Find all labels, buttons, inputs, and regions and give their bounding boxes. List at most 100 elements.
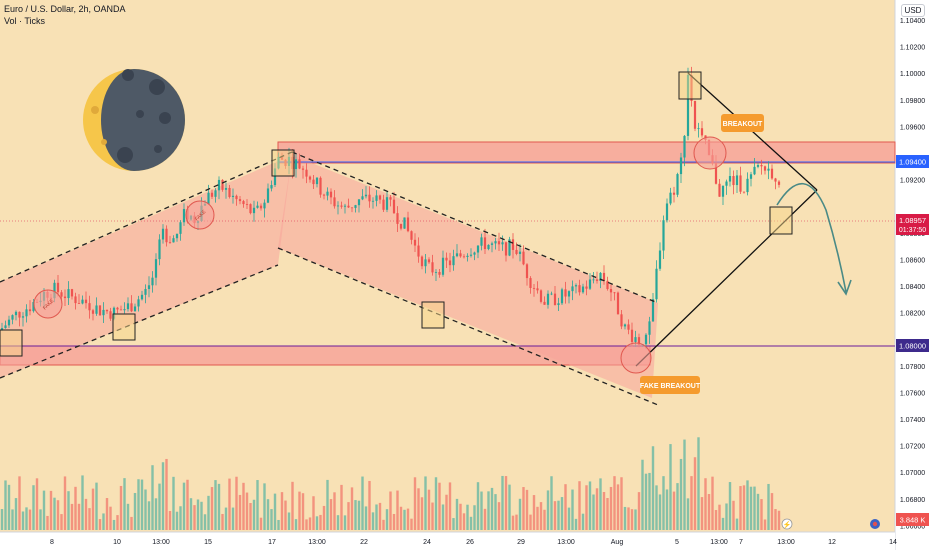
volume-bar	[550, 476, 553, 530]
candle-body	[385, 197, 389, 210]
volume-bar	[315, 516, 319, 530]
candle-body	[210, 192, 214, 197]
volume-bar	[658, 494, 662, 530]
volume-bar	[182, 482, 186, 530]
pivot-square-1[interactable]	[0, 329, 23, 357]
breakout-callout[interactable]	[721, 114, 764, 132]
volume-bar	[277, 519, 280, 530]
candle-body	[508, 239, 511, 256]
breakout-circle[interactable]	[693, 136, 727, 170]
volume-bar	[497, 502, 501, 530]
candle-body	[4, 325, 7, 329]
candle-body	[217, 179, 221, 191]
volume-bar	[459, 503, 462, 530]
candle-body	[476, 245, 480, 253]
volume-bar	[504, 476, 508, 530]
volume-bar	[368, 480, 371, 530]
lightning-icon[interactable]	[781, 518, 793, 530]
candle-body	[343, 205, 347, 207]
volume-bar	[25, 507, 28, 530]
volume-bar	[483, 508, 487, 530]
currency-button[interactable]: USD	[901, 4, 925, 17]
volume-bar	[406, 508, 410, 530]
candle-body	[21, 316, 25, 318]
candle-body	[620, 314, 623, 327]
candle-body	[546, 293, 550, 305]
candle-body	[137, 299, 140, 307]
pivot-square-5[interactable]	[678, 71, 702, 100]
fake-circle-mid[interactable]	[185, 200, 215, 230]
candle-body	[574, 285, 578, 287]
volume-bar	[424, 476, 427, 530]
candle-body	[644, 334, 648, 345]
volume-bar	[361, 476, 364, 530]
volume-bar	[599, 478, 602, 530]
pivot-square-3[interactable]	[271, 149, 295, 177]
volume-title: Vol · Ticks	[4, 16, 46, 26]
volume-bar	[746, 480, 749, 530]
time-tick-label: 24	[423, 539, 431, 546]
volume-bar	[644, 473, 648, 530]
volume-bar	[494, 494, 497, 530]
volume-bar	[557, 500, 560, 530]
volume-text: 3.848 K	[900, 516, 926, 525]
candle-body	[413, 239, 417, 246]
pivot-square-6[interactable]	[769, 206, 793, 235]
last-price-text: 1.08957	[899, 216, 926, 225]
volume-bar	[231, 507, 235, 530]
projection-arrow[interactable]	[776, 182, 847, 293]
candle-body	[326, 191, 329, 196]
resistance-zone[interactable]	[277, 141, 896, 164]
candle-body	[357, 199, 361, 206]
volume-bar	[140, 479, 144, 530]
candle-body	[637, 337, 641, 345]
volume-bars	[0, 437, 781, 530]
volume-bar	[588, 481, 592, 530]
candle-body	[676, 174, 679, 195]
candle-body	[305, 169, 308, 177]
descending-channel-upper[interactable]	[291, 151, 659, 304]
candle-body	[522, 251, 525, 265]
candle-body	[732, 176, 735, 186]
candle-body	[529, 278, 532, 288]
candle-body	[403, 217, 406, 229]
volume-bar	[462, 513, 466, 530]
volume-bar	[214, 480, 217, 530]
volume-bar	[767, 483, 770, 530]
fake-breakout-callout[interactable]	[640, 376, 700, 394]
candle-body	[32, 302, 35, 312]
volume-bar	[46, 515, 49, 530]
volume-bar	[235, 476, 238, 530]
fake-breakout-circle[interactable]	[620, 342, 652, 374]
pivot-square-4[interactable]	[421, 301, 445, 329]
volume-bar	[627, 507, 630, 530]
volume-bar	[651, 446, 655, 530]
volume-bar	[119, 485, 123, 530]
volume-bar	[217, 483, 221, 530]
candle-body	[774, 178, 777, 182]
candle-body	[462, 256, 466, 258]
descending-channel-lower[interactable]	[277, 247, 659, 406]
volume-bar	[32, 485, 35, 530]
volume-bar	[70, 503, 74, 530]
candle-body	[599, 272, 602, 281]
candle-body	[350, 207, 354, 209]
candle-body	[532, 287, 536, 289]
volume-bar	[354, 500, 357, 530]
pivot-square-2[interactable]	[112, 313, 136, 341]
candle-body	[686, 75, 690, 136]
candle-body	[60, 292, 63, 297]
candle-body	[242, 201, 245, 205]
volume-bar	[189, 498, 193, 530]
candle-body	[739, 175, 742, 192]
time-tick-label: 13:00	[557, 539, 575, 546]
candle-body	[18, 311, 21, 318]
volume-bar	[417, 488, 420, 530]
fake-circle-left[interactable]	[33, 289, 63, 319]
volume-bar	[476, 482, 480, 530]
candle-body	[333, 197, 336, 207]
candle-body	[0, 328, 4, 330]
candle-body	[298, 159, 301, 169]
